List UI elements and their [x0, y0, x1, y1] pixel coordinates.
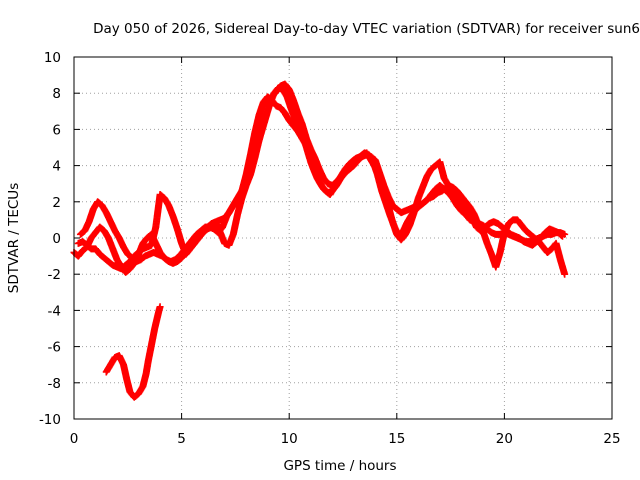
y-tick-label: -2	[48, 267, 61, 283]
axis-tick-labels: 0 5 10 15 20 25 -10 -8 -6 -4 -2 0 2 4 6 8 10	[39, 50, 621, 447]
data-point	[156, 303, 164, 311]
x-tick-label: 10	[281, 431, 298, 447]
series-group	[102, 303, 164, 401]
axis-ticks	[73, 56, 613, 420]
grid-lines	[74, 57, 612, 419]
y-tick-label: 4	[52, 159, 61, 175]
y-tick-label: 2	[52, 195, 61, 211]
x-axis-label: GPS time / hours	[283, 458, 396, 474]
y-axis-label: SDTVAR / TECUs	[6, 183, 22, 293]
data-point	[561, 270, 569, 278]
chart-title: Day 050 of 2026, Sidereal Day-to-day VTE…	[93, 21, 640, 37]
y-tick-label: 10	[44, 50, 61, 66]
y-tick-label: 0	[52, 231, 61, 247]
y-tick-label: 8	[52, 86, 61, 102]
y-tick-label: 6	[52, 122, 61, 138]
x-tick-label: 5	[177, 431, 186, 447]
x-tick-label: 15	[388, 431, 405, 447]
x-tick-label: 20	[496, 431, 513, 447]
y-tick-label: -10	[39, 412, 61, 428]
data-points	[70, 80, 569, 401]
y-tick-label: -4	[48, 303, 61, 319]
x-tick-label: 0	[70, 431, 79, 447]
series-group	[76, 84, 567, 266]
y-tick-label: -8	[48, 376, 61, 392]
data-point	[559, 232, 567, 240]
y-tick-label: -6	[48, 340, 61, 356]
x-tick-label: 25	[603, 431, 620, 447]
